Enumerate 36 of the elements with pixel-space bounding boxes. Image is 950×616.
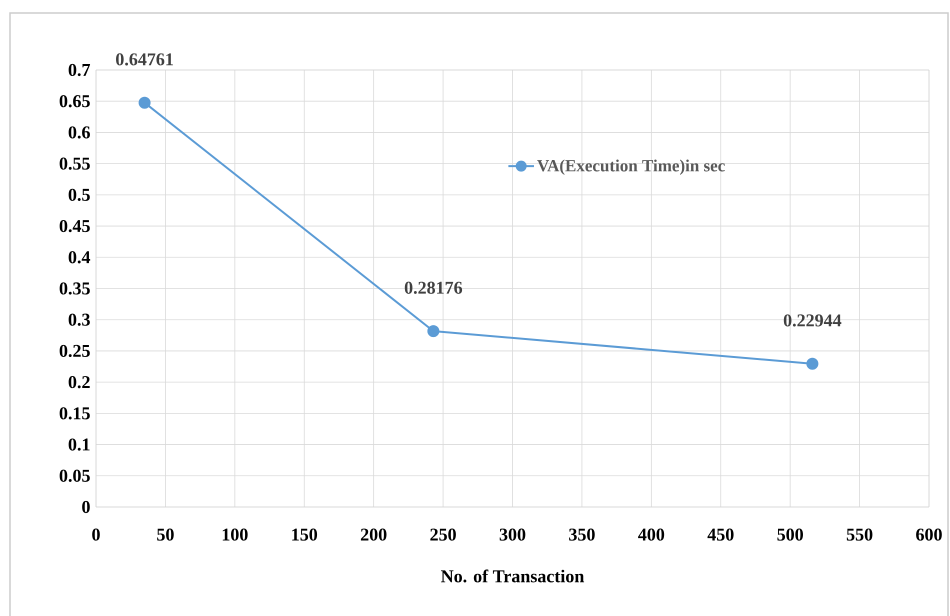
x-tick-label: 200	[360, 528, 386, 541]
x-tick-label: 500	[777, 528, 803, 541]
x-tick-label: 250	[430, 528, 456, 541]
x-tick-label: 150	[292, 528, 318, 541]
x-tick-label: 600	[916, 528, 942, 541]
y-tick-label: 0.2	[68, 376, 90, 388]
data-label: 0.64761	[116, 53, 173, 66]
x-tick-label: 400	[638, 528, 664, 541]
y-tick-label: 0.1	[68, 438, 90, 451]
data-label: 0.28176	[404, 282, 462, 294]
y-tick-label: 0.25	[60, 344, 90, 358]
point	[138, 96, 151, 109]
y-tick-label: 0.7	[68, 64, 90, 76]
x-tick-label: 0	[92, 528, 100, 541]
y-tick-label: 0.35	[60, 282, 90, 295]
x-tick-label: 50	[157, 528, 174, 541]
y-tick-label: 0.3	[68, 314, 90, 326]
y-tick-label: 0.55	[60, 158, 90, 170]
y-tick-label: 0.4	[68, 251, 90, 264]
x-tick-label: 450	[708, 528, 734, 541]
x-tick-label: 300	[500, 528, 526, 541]
y-tick-label: 0.6	[68, 126, 90, 139]
y-tick-label: 0.15	[60, 407, 90, 420]
y-tick-label: 0.5	[68, 188, 90, 201]
x-tick-label: 550	[846, 528, 872, 541]
x-tick-label: 350	[569, 528, 595, 541]
x-tick-label: 100	[222, 528, 248, 541]
legend-label: VA(Execution Time)in sec	[537, 159, 725, 175]
x-axis-title: No. of Transaction	[441, 570, 584, 582]
point	[806, 358, 818, 370]
point	[427, 325, 440, 338]
y-tick-label: 0	[82, 500, 90, 514]
data-label: 0.22944	[784, 314, 842, 327]
y-tick-label: 0.45	[60, 220, 90, 232]
y-tick-label: 0.65	[60, 95, 90, 108]
y-tick-label: 0.05	[60, 470, 90, 482]
